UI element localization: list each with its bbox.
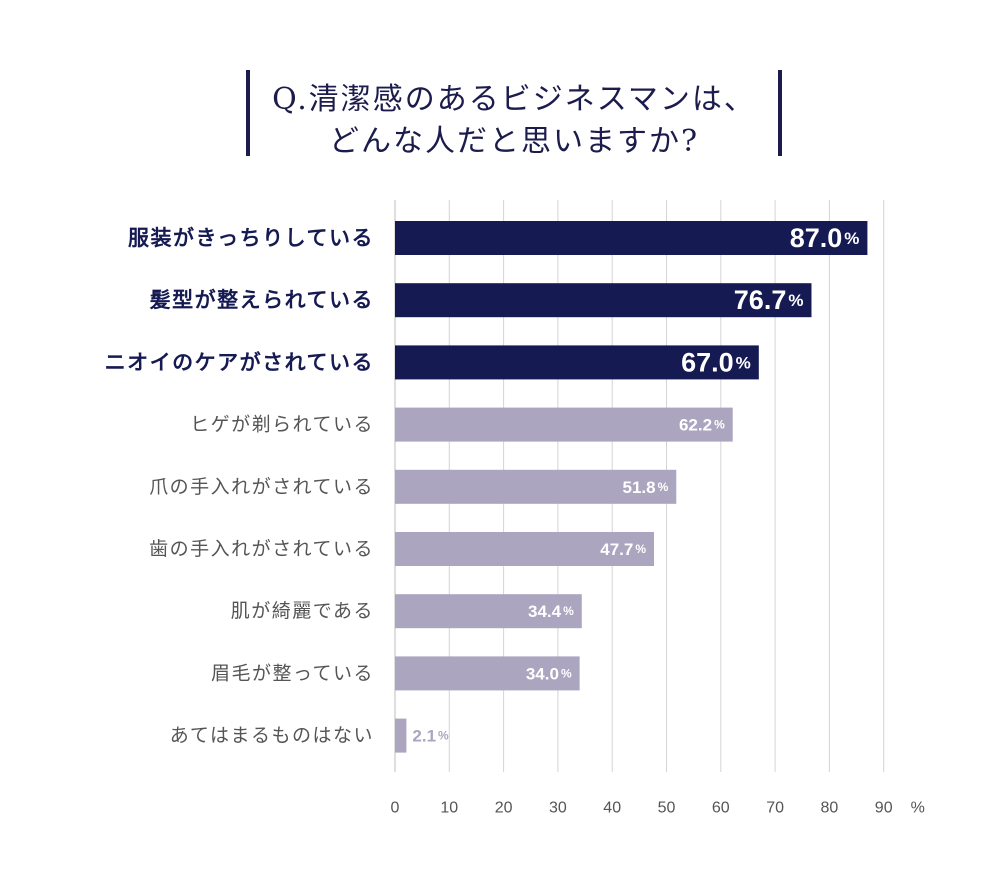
bar-2	[395, 283, 812, 318]
category-label: ニオイのケアがされている	[105, 350, 374, 374]
value-label: 87.0%	[790, 223, 860, 253]
tick-label: 80	[821, 800, 839, 817]
value-label: 62.2%	[679, 415, 725, 434]
axis-unit-label: %	[911, 800, 925, 817]
category-label: 歯の手入れがされている	[149, 538, 374, 560]
category-label: 爪の手入れがされている	[149, 476, 374, 498]
title-bracket-right	[778, 70, 782, 156]
tick-label: 40	[603, 800, 621, 817]
tick-label: 60	[712, 800, 730, 817]
tick-label: 20	[495, 800, 513, 817]
title-bracket-left	[246, 70, 250, 156]
bar-9	[395, 718, 407, 753]
category-label: 肌が綺麗である	[231, 600, 374, 622]
tick-label: 90	[875, 800, 893, 817]
title-line-1: Q.清潔感のあるビジネスマンは、	[272, 82, 756, 117]
value-label: 34.4%	[528, 602, 574, 621]
tick-label: 0	[391, 800, 400, 817]
bar-8	[395, 656, 580, 691]
chart-title: Q.清潔感のあるビジネスマンは、 どんな人だと思いますか?	[246, 70, 782, 159]
bar-3	[395, 345, 759, 380]
title-line-2: どんな人だと思いますか?	[328, 124, 700, 159]
tick-label: 50	[658, 800, 676, 817]
value-label: 51.8%	[623, 477, 669, 496]
tick-label: 10	[440, 800, 458, 817]
category-label: 服装がきっちりしている	[128, 226, 374, 250]
bar-4	[395, 407, 733, 442]
category-label: あてはまるものはない	[170, 725, 374, 747]
bar-7	[395, 594, 582, 629]
value-label: 47.7%	[600, 540, 646, 559]
category-label: ヒゲが剃られている	[190, 414, 374, 436]
value-label: 2.1%	[412, 726, 449, 745]
category-label: 眉毛が整っている	[211, 662, 374, 684]
bar-6	[395, 532, 655, 566]
tick-label: 30	[549, 800, 567, 817]
bar-1	[395, 221, 868, 255]
bar-5	[395, 469, 677, 504]
value-label: 67.0%	[681, 347, 751, 377]
category-label: 髪型が整えられている	[149, 288, 374, 312]
tick-label: 70	[766, 800, 784, 817]
value-label: 76.7%	[734, 285, 804, 315]
value-label: 34.0%	[526, 664, 572, 683]
